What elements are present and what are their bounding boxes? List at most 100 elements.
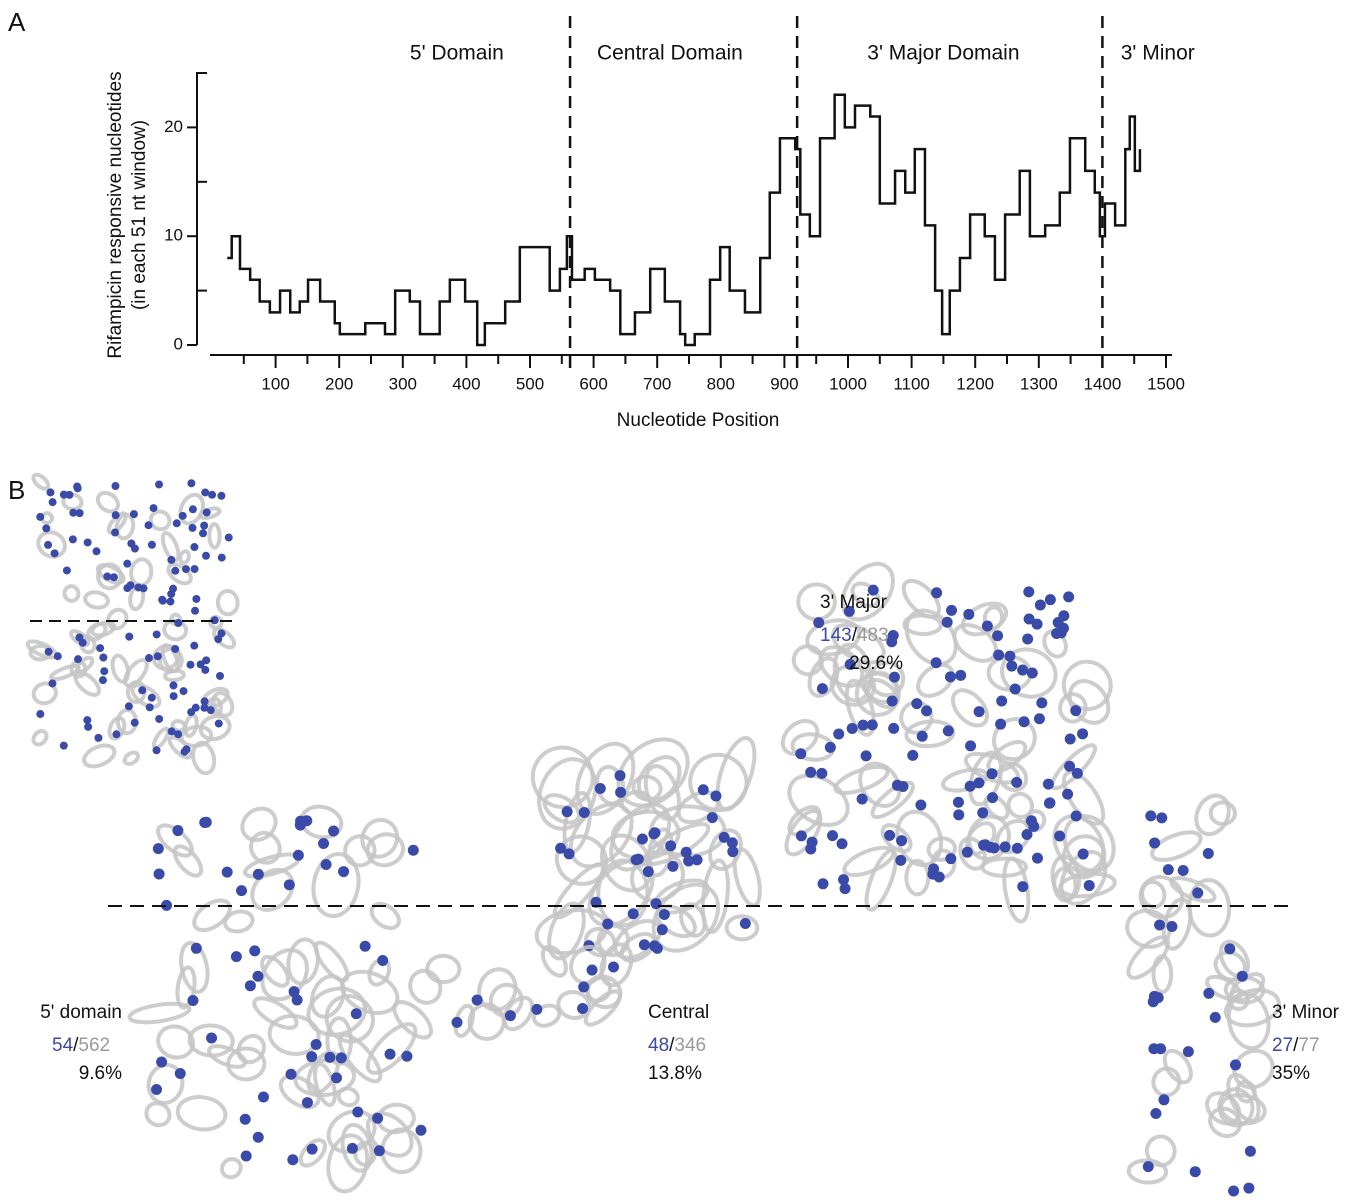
nucleotide bbox=[155, 480, 163, 488]
rna-backbone bbox=[217, 590, 238, 615]
nucleotide bbox=[648, 828, 659, 839]
y-tick-label: 0 bbox=[174, 334, 183, 353]
fraction-part: 346 bbox=[674, 1035, 706, 1056]
nucleotide bbox=[1190, 1166, 1201, 1177]
domain-name: 3' Major bbox=[820, 592, 888, 613]
nucleotide bbox=[953, 809, 964, 820]
nucleotide bbox=[225, 534, 233, 542]
nucleotide bbox=[1010, 684, 1021, 695]
nucleotide bbox=[360, 941, 371, 952]
nucleotide bbox=[203, 508, 211, 516]
nucleotide bbox=[505, 1010, 516, 1021]
nucleotide bbox=[174, 619, 182, 627]
nucleotide bbox=[111, 529, 119, 537]
nucleotide bbox=[302, 1097, 313, 1108]
nucleotide bbox=[907, 750, 918, 761]
nucleotide bbox=[1023, 586, 1034, 597]
nucleotide bbox=[138, 686, 146, 694]
nucleotide bbox=[827, 830, 838, 841]
nucleotide bbox=[1237, 971, 1248, 982]
domain-label: 3' Major Domain bbox=[867, 42, 1019, 65]
nucleotide bbox=[36, 710, 44, 718]
nucleotide bbox=[895, 855, 906, 866]
rna-backbone bbox=[123, 750, 141, 766]
nucleotide bbox=[180, 687, 188, 695]
nucleotide bbox=[284, 879, 295, 890]
nucleotide bbox=[888, 630, 899, 641]
nucleotide bbox=[1024, 614, 1035, 625]
nucleotide bbox=[637, 833, 648, 844]
nucleotide bbox=[222, 867, 233, 878]
nucleotide bbox=[215, 720, 223, 728]
nucleotide bbox=[306, 1051, 317, 1062]
nucleotide bbox=[240, 1114, 251, 1125]
nucleotide bbox=[93, 547, 101, 555]
nucleotide bbox=[1043, 779, 1054, 790]
nucleotide bbox=[153, 630, 161, 638]
nucleotide bbox=[217, 492, 225, 500]
nucleotide bbox=[955, 670, 966, 681]
nucleotide bbox=[218, 554, 226, 562]
x-tick-label: 300 bbox=[389, 374, 417, 393]
nucleotide bbox=[408, 845, 419, 856]
rna-backbone bbox=[356, 814, 403, 862]
nucleotide bbox=[1011, 777, 1022, 788]
nucleotide bbox=[888, 723, 899, 734]
nucleotide bbox=[942, 617, 953, 628]
nucleotide bbox=[945, 671, 956, 682]
nucleotide bbox=[1021, 829, 1032, 840]
nucleotide bbox=[847, 723, 858, 734]
nucleotide bbox=[318, 838, 329, 849]
nucleotide bbox=[200, 522, 208, 530]
nucleotide bbox=[1084, 880, 1095, 891]
nucleotide bbox=[84, 723, 92, 731]
nucleotide bbox=[167, 556, 175, 564]
nucleotide bbox=[1017, 881, 1028, 892]
nucleotide bbox=[324, 1052, 335, 1063]
nucleotide bbox=[174, 730, 182, 738]
nucleotide bbox=[311, 1039, 322, 1050]
nucleotide bbox=[153, 746, 161, 754]
nucleotide bbox=[148, 541, 156, 549]
nucleotide bbox=[805, 767, 816, 778]
x-tick-label: 800 bbox=[707, 374, 735, 393]
nucleotide bbox=[1163, 864, 1174, 875]
nucleotide bbox=[1228, 1185, 1239, 1196]
nucleotide bbox=[1019, 716, 1030, 727]
nucleotide bbox=[667, 861, 678, 872]
nucleotide bbox=[917, 731, 928, 742]
nucleotide bbox=[44, 541, 52, 549]
nucleotide bbox=[615, 770, 626, 781]
nucleotide bbox=[1192, 887, 1203, 898]
nucleotide bbox=[1017, 665, 1028, 676]
nucleotide bbox=[241, 1151, 252, 1162]
nucleotide bbox=[170, 692, 178, 700]
nucleotide bbox=[953, 797, 964, 808]
nucleotide bbox=[602, 918, 613, 929]
nucleotide bbox=[817, 683, 828, 694]
nucleotide bbox=[110, 573, 118, 581]
nucleotide bbox=[577, 1003, 588, 1014]
x-tick-label: 1100 bbox=[893, 374, 930, 393]
domain-label: 3' Minor bbox=[1121, 42, 1195, 65]
nucleotide bbox=[231, 951, 242, 962]
nucleotide bbox=[189, 505, 197, 513]
nucleotide bbox=[982, 621, 993, 632]
nucleotide bbox=[807, 837, 818, 848]
structures bbox=[26, 472, 1283, 1196]
nucleotide bbox=[74, 655, 82, 663]
rna-backbone bbox=[179, 550, 190, 564]
y-axis-label: Rifampicin responsive nucleotides bbox=[105, 71, 126, 358]
rna-backbone bbox=[94, 489, 121, 515]
nucleotide bbox=[659, 909, 670, 920]
x-tick-label: 600 bbox=[579, 374, 607, 393]
nucleotide bbox=[921, 705, 932, 716]
rna-backbone bbox=[549, 828, 615, 892]
nucleotide bbox=[1063, 591, 1074, 602]
nucleotide bbox=[562, 806, 573, 817]
nucleotide bbox=[945, 853, 956, 864]
panel-label: B bbox=[8, 475, 25, 505]
nucleotide bbox=[1077, 728, 1088, 739]
fraction-part: 562 bbox=[78, 1035, 110, 1056]
nucleotide bbox=[206, 1033, 217, 1044]
